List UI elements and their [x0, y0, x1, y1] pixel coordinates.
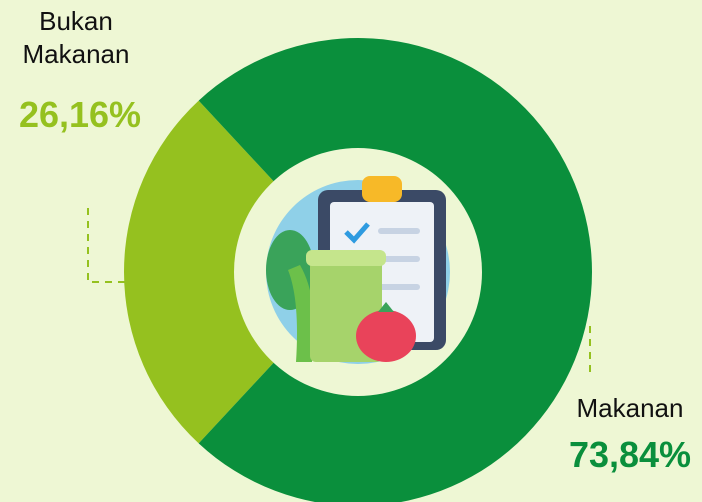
donut-slice: [123, 100, 277, 444]
slices: [123, 38, 592, 502]
donut-slice: [198, 38, 592, 502]
category-label: Bukan Makanan: [22, 6, 130, 69]
value-label: 26,16%: [18, 94, 142, 135]
food-icon: [266, 176, 450, 364]
category-label: Makanan: [576, 393, 684, 423]
value-label: 73,84%: [568, 434, 692, 475]
leader-line: [87, 208, 125, 283]
